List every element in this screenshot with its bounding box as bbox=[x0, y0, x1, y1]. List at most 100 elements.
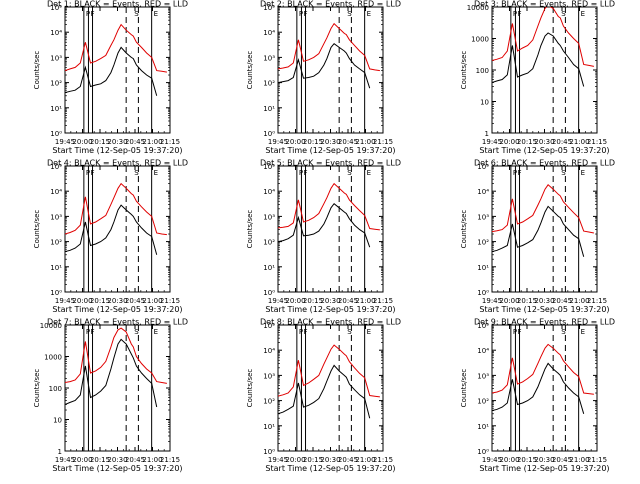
y-tick-label: 10⁵ bbox=[477, 163, 489, 171]
x-tick-label: 20:00 bbox=[285, 297, 305, 305]
x-tick-label: 21:00 bbox=[569, 297, 589, 305]
detector-panel-6: Det 6: BLACK = Events, RED = LLD 10⁰ 10¹ 10… bbox=[460, 159, 615, 315]
y-axis-label: Counts/sec bbox=[460, 51, 468, 90]
plot-frame bbox=[491, 165, 598, 293]
marker-label-s: S bbox=[561, 328, 566, 336]
marker-label-p: P bbox=[86, 10, 90, 18]
plot-frame bbox=[277, 165, 384, 293]
x-tick-label: 20:45 bbox=[552, 138, 572, 146]
x-tick-label: 20:45 bbox=[125, 297, 145, 305]
detector-panel-3: Det 3: BLACK = Events, RED = LLD 1 10 100 10… bbox=[460, 0, 615, 155]
y-tick-label: 100 bbox=[49, 385, 62, 393]
plot-frame bbox=[64, 165, 171, 293]
panel-title: Det 9: BLACK = Events, RED = LLD bbox=[474, 318, 615, 327]
x-tick-label: 20:15 bbox=[517, 138, 537, 146]
marker-label-p: P bbox=[299, 328, 303, 336]
y-tick-label: 10⁴ bbox=[263, 29, 275, 37]
marker-label-p: P bbox=[299, 169, 303, 177]
x-tick-label: 21:15 bbox=[160, 297, 180, 305]
y-tick-label: 10² bbox=[263, 398, 275, 406]
x-tick-label: 20:30 bbox=[107, 456, 127, 464]
marker-label-s: S bbox=[347, 10, 352, 18]
x-tick-label: 21:00 bbox=[569, 138, 589, 146]
y-tick-label: 10¹ bbox=[263, 264, 275, 272]
x-tick-label: 20:00 bbox=[285, 456, 305, 464]
marker-label-s: S bbox=[134, 10, 139, 18]
series-line-events bbox=[65, 204, 158, 255]
x-tick-label: 21:00 bbox=[355, 138, 375, 146]
x-axis-label: Start Time (12-Sep-05 19:37:20) bbox=[52, 146, 182, 155]
marker-label-s: S bbox=[561, 10, 566, 18]
x-axis-label: Start Time (12-Sep-05 19:37:20) bbox=[479, 464, 609, 473]
marker-label-s: S bbox=[347, 169, 352, 177]
marker-label-f: F bbox=[517, 10, 521, 18]
series-line-lld bbox=[65, 182, 167, 236]
marker-label-p: P bbox=[299, 10, 303, 18]
y-tick-label: 10¹ bbox=[263, 423, 275, 431]
y-tick-label: 10⁵ bbox=[263, 4, 275, 12]
panel-title: Det 1: BLACK = Events, RED = LLD bbox=[47, 0, 188, 9]
x-tick-label: 20:15 bbox=[90, 456, 110, 464]
y-tick-label: 10² bbox=[477, 239, 489, 247]
y-tick-label: 1000 bbox=[44, 354, 62, 362]
y-tick-label: 10 bbox=[480, 99, 489, 107]
x-tick-label: 19:45 bbox=[55, 138, 75, 146]
x-tick-label: 21:00 bbox=[355, 456, 375, 464]
marker-label-e: E bbox=[367, 10, 371, 18]
marker-label-e: E bbox=[581, 10, 585, 18]
x-tick-label: 21:00 bbox=[142, 138, 162, 146]
y-tick-label: 10¹ bbox=[477, 264, 489, 272]
y-axis-label: Counts/sec bbox=[246, 369, 254, 408]
series-line-lld bbox=[492, 7, 594, 67]
x-tick-label: 21:00 bbox=[355, 297, 375, 305]
x-tick-label: 20:00 bbox=[72, 456, 92, 464]
x-tick-label: 20:00 bbox=[499, 138, 519, 146]
marker-label-e: E bbox=[154, 169, 158, 177]
x-tick-label: 20:30 bbox=[534, 456, 554, 464]
marker-label-e: E bbox=[581, 169, 585, 177]
y-tick-label: 1 bbox=[58, 448, 62, 456]
x-tick-label: 19:45 bbox=[482, 297, 502, 305]
x-tick-label: 21:15 bbox=[373, 138, 393, 146]
y-tick-label: 10⁰ bbox=[50, 289, 62, 297]
x-tick-label: 20:30 bbox=[320, 456, 340, 464]
y-tick-label: 10⁰ bbox=[263, 448, 275, 456]
x-axis-label: Start Time (12-Sep-05 19:37:20) bbox=[52, 305, 182, 314]
series-line-events bbox=[278, 43, 371, 89]
marker-label-e: E bbox=[367, 169, 371, 177]
y-tick-label: 10000 bbox=[467, 4, 489, 12]
x-tick-label: 20:00 bbox=[499, 456, 519, 464]
x-tick-label: 20:30 bbox=[320, 138, 340, 146]
x-tick-label: 21:15 bbox=[587, 138, 607, 146]
y-tick-label: 10³ bbox=[263, 213, 275, 221]
marker-label-f: F bbox=[303, 328, 307, 336]
series-line-lld bbox=[65, 23, 167, 73]
y-tick-label: 10⁵ bbox=[477, 322, 489, 330]
series-line-lld bbox=[278, 344, 380, 398]
panel-title: Det 3: BLACK = Events, RED = LLD bbox=[474, 0, 615, 9]
x-tick-label: 19:45 bbox=[55, 297, 75, 305]
x-tick-label: 21:15 bbox=[160, 138, 180, 146]
x-tick-label: 21:00 bbox=[142, 456, 162, 464]
y-tick-label: 10³ bbox=[263, 54, 275, 62]
y-tick-label: 1000 bbox=[471, 36, 489, 44]
series-line-lld bbox=[492, 343, 594, 395]
marker-label-s: S bbox=[347, 328, 352, 336]
marker-label-s: S bbox=[134, 328, 139, 336]
y-tick-label: 10⁰ bbox=[263, 289, 275, 297]
x-tick-label: 20:45 bbox=[552, 297, 572, 305]
y-tick-label: 10¹ bbox=[50, 264, 62, 272]
x-tick-label: 20:15 bbox=[303, 297, 323, 305]
detector-panel-7: Det 7: BLACK = Events, RED = LLD 1 10 100 10… bbox=[33, 318, 188, 474]
x-tick-label: 20:15 bbox=[517, 456, 537, 464]
x-tick-label: 20:30 bbox=[107, 297, 127, 305]
y-tick-label: 10⁰ bbox=[477, 289, 489, 297]
y-tick-label: 100 bbox=[476, 67, 489, 75]
plot-frame bbox=[491, 324, 598, 452]
x-axis-label: Start Time (12-Sep-05 19:37:20) bbox=[265, 305, 395, 314]
panel-title: Det 6: BLACK = Events, RED = LLD bbox=[474, 159, 615, 168]
y-tick-label: 10² bbox=[50, 239, 62, 247]
y-axis-label: Counts/sec bbox=[460, 210, 468, 249]
